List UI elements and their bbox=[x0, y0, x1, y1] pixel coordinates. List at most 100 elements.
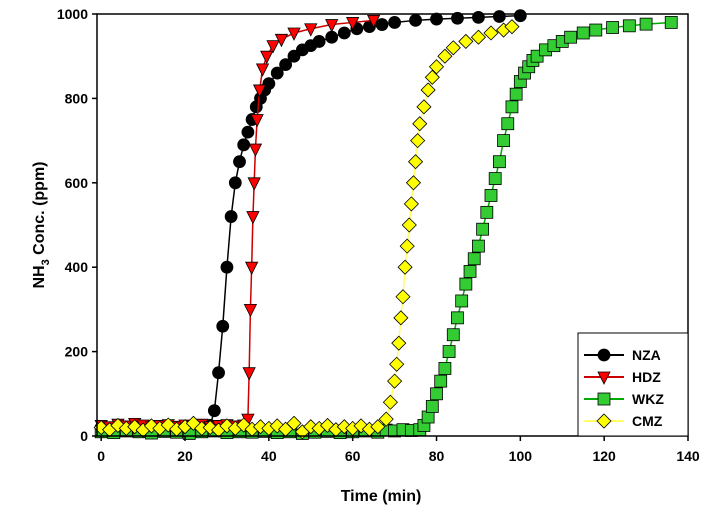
data-point bbox=[405, 175, 422, 191]
data-point bbox=[446, 328, 460, 342]
data-point bbox=[467, 252, 481, 266]
x-tick-label: 140 bbox=[676, 448, 700, 464]
axis-ticks: 0 20 40 60 80 100 120 140 0 200 400 600 800 1000 bbox=[57, 6, 700, 464]
y-tick-label: 0 bbox=[80, 428, 88, 444]
data-point bbox=[483, 25, 499, 41]
x-tick-label: 20 bbox=[177, 448, 193, 464]
data-point bbox=[233, 155, 246, 169]
data-point bbox=[416, 99, 432, 115]
data-point bbox=[492, 10, 506, 23]
data-point bbox=[286, 415, 302, 431]
data-point bbox=[589, 23, 603, 37]
series-line bbox=[101, 14, 521, 430]
data-point bbox=[472, 10, 485, 24]
data-point bbox=[220, 260, 234, 274]
data-point bbox=[504, 19, 520, 35]
data-point bbox=[287, 27, 301, 41]
data-point bbox=[455, 294, 469, 308]
data-point bbox=[266, 40, 280, 54]
x-tick-label: 100 bbox=[509, 448, 533, 464]
data-point bbox=[388, 16, 401, 29]
x-tick-label: 40 bbox=[261, 448, 277, 464]
y-tick-label: 1000 bbox=[57, 6, 88, 22]
y-tick-label: 800 bbox=[65, 90, 89, 106]
y-label-rest: Conc. (ppm) bbox=[31, 162, 48, 260]
data-layer bbox=[93, 9, 678, 440]
x-tick-label: 60 bbox=[345, 448, 361, 464]
data-point bbox=[488, 172, 502, 185]
data-point bbox=[451, 311, 464, 325]
data-point bbox=[459, 277, 473, 291]
data-point bbox=[497, 134, 510, 148]
data-point bbox=[434, 374, 448, 388]
data-point bbox=[399, 238, 415, 254]
series-hdz bbox=[94, 14, 381, 435]
data-point bbox=[397, 259, 413, 275]
legend-label: HDZ bbox=[632, 369, 661, 385]
data-point bbox=[248, 143, 263, 157]
x-tick-label: 0 bbox=[97, 448, 105, 464]
data-point bbox=[472, 239, 485, 253]
x-tick-label: 80 bbox=[429, 448, 445, 464]
data-point bbox=[458, 33, 474, 49]
data-point bbox=[312, 35, 326, 48]
data-point bbox=[513, 9, 527, 23]
data-point bbox=[425, 400, 439, 413]
series-cmz bbox=[93, 19, 520, 440]
data-point bbox=[476, 222, 490, 236]
data-point bbox=[492, 155, 506, 169]
data-point bbox=[375, 18, 389, 31]
data-point bbox=[346, 17, 360, 31]
data-point bbox=[247, 177, 261, 191]
data-point bbox=[470, 29, 486, 45]
legend-label: CMZ bbox=[632, 413, 663, 429]
data-point bbox=[639, 17, 653, 31]
data-point bbox=[237, 138, 251, 152]
data-point bbox=[325, 30, 339, 44]
y-axis-label: NH3 Conc. (ppm) bbox=[31, 162, 52, 289]
data-point bbox=[412, 116, 428, 132]
data-point bbox=[274, 33, 289, 48]
data-point bbox=[576, 26, 590, 40]
data-point bbox=[325, 19, 339, 33]
data-point bbox=[207, 404, 221, 418]
data-point bbox=[389, 356, 405, 372]
data-point bbox=[246, 211, 260, 225]
data-point bbox=[241, 125, 255, 139]
data-point bbox=[437, 48, 453, 64]
data-point bbox=[228, 176, 242, 190]
data-point bbox=[279, 58, 293, 72]
legend-box bbox=[577, 332, 689, 437]
data-point bbox=[401, 217, 417, 233]
series-line bbox=[101, 19, 374, 428]
y-label-subscript: 3 bbox=[40, 259, 52, 265]
data-point bbox=[409, 13, 422, 27]
series-nza bbox=[94, 9, 527, 435]
data-point bbox=[245, 261, 259, 276]
data-point bbox=[216, 319, 230, 333]
data-point bbox=[270, 66, 284, 80]
data-point bbox=[430, 12, 443, 26]
data-point bbox=[622, 19, 636, 33]
data-point bbox=[250, 114, 264, 128]
data-point bbox=[378, 411, 394, 427]
data-point bbox=[242, 367, 256, 381]
data-point bbox=[484, 189, 498, 202]
data-point bbox=[442, 345, 456, 359]
legend: NZA HDZ WKZ CMZ bbox=[577, 332, 689, 437]
legend-label: WKZ bbox=[632, 391, 664, 407]
data-point bbox=[407, 154, 424, 170]
x-axis-label: Time (min) bbox=[341, 488, 422, 505]
data-point bbox=[480, 205, 494, 219]
data-point bbox=[424, 69, 440, 85]
data-point bbox=[255, 63, 270, 77]
data-point bbox=[403, 196, 419, 212]
legend-label: NZA bbox=[632, 347, 661, 363]
y-tick-label: 200 bbox=[65, 344, 89, 360]
data-point bbox=[243, 303, 258, 318]
data-point bbox=[430, 387, 443, 401]
data-point bbox=[420, 82, 436, 98]
data-point bbox=[212, 366, 225, 380]
data-point bbox=[224, 210, 238, 223]
